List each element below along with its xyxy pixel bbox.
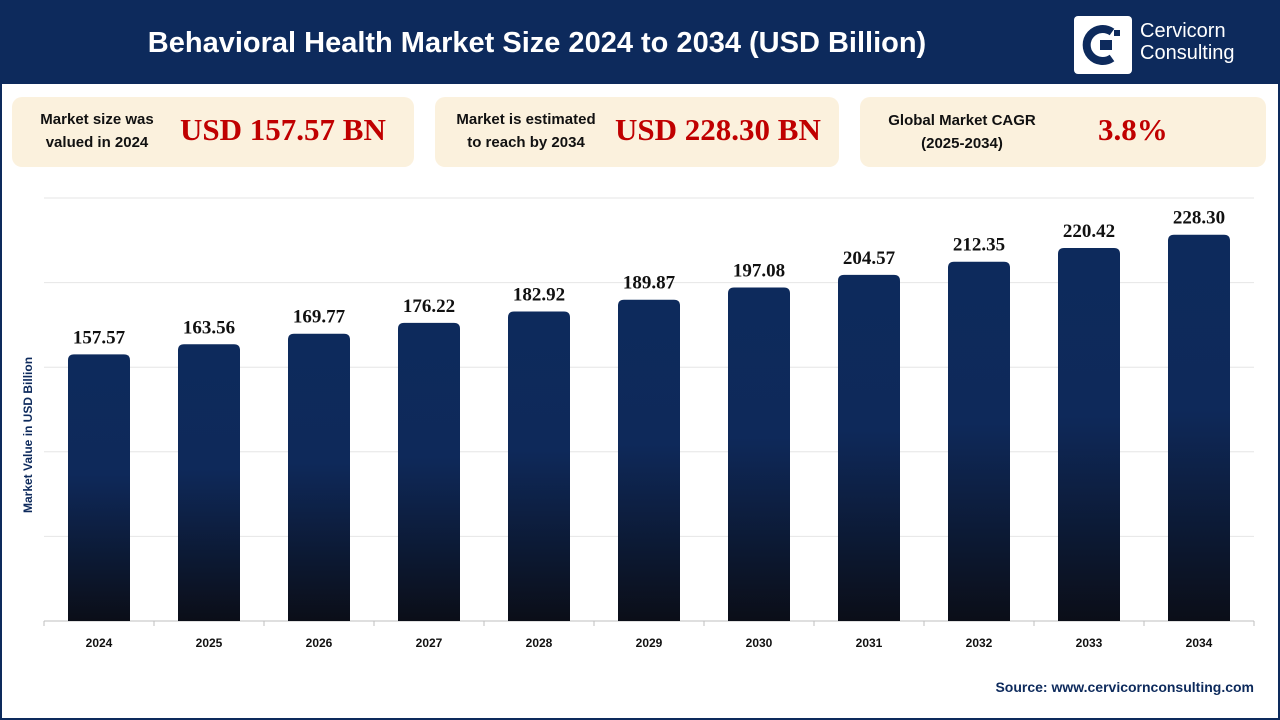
bars [68, 234, 1230, 621]
bar-2031 [838, 274, 900, 621]
bar-2026 [288, 333, 350, 621]
x-tick-2026: 2026 [306, 636, 333, 650]
bar-2028 [508, 311, 570, 621]
stat-card-2024: Market size was valued in 2024 USD 157.5… [12, 97, 414, 167]
x-tick-2034: 2034 [1186, 636, 1213, 650]
data-label-2029: 189.87 [623, 273, 676, 294]
stat-value: USD 228.30 BN [615, 112, 821, 147]
x-tick-2030: 2030 [746, 636, 773, 650]
x-tick-2031: 2031 [856, 636, 883, 650]
stat-value: USD 157.57 BN [180, 112, 386, 147]
stat-value: 3.8% [1098, 112, 1168, 147]
data-label-2027: 176.22 [403, 296, 455, 317]
x-tick-2027: 2027 [416, 636, 443, 650]
bar-2025 [178, 344, 240, 621]
data-label-2026: 169.77 [293, 307, 346, 328]
stat-label-line1: Market is estimated [456, 111, 596, 128]
stat-card-2034: Market is estimated to reach by 2034 USD… [435, 97, 839, 167]
logo-text: Cervicorn Consulting [1140, 20, 1235, 64]
logo-line-1: Cervicorn [1140, 20, 1226, 42]
stat-label-line2: to reach by 2034 [467, 134, 585, 151]
stat-label: Global Market CAGR (2025-2034) [872, 109, 1052, 155]
logo-line-2: Consulting [1140, 42, 1235, 64]
x-tick-2029: 2029 [636, 636, 663, 650]
x-tick-2025: 2025 [196, 636, 223, 650]
stat-label-line1: Market size was [40, 111, 154, 128]
y-axis-label: Market Value in USD Billion [21, 357, 35, 513]
data-label-2032: 212.35 [953, 235, 1005, 256]
bar-2034 [1168, 234, 1230, 621]
bar-2032 [948, 261, 1010, 621]
bar-2033 [1058, 248, 1120, 621]
data-label-2025: 163.56 [183, 317, 235, 338]
header-banner: Behavioral Health Market Size 2024 to 20… [2, 2, 1278, 84]
stat-card-cagr: Global Market CAGR (2025-2034) 3.8% [860, 97, 1266, 167]
source-note: Source: www.cervicornconsulting.com [995, 679, 1254, 695]
x-tick-2024: 2024 [86, 636, 113, 650]
x-tick-2028: 2028 [526, 636, 553, 650]
logo-mark [1082, 25, 1120, 65]
data-label-2031: 204.57 [843, 248, 896, 269]
bar-2024 [68, 354, 130, 621]
bar-2030 [728, 287, 790, 621]
stat-label-line2: (2025-2034) [921, 135, 1003, 152]
data-labels: 157.57 163.56 169.77 176.22 182.92 189.87 197.… [73, 208, 1225, 349]
page-title: Behavioral Health Market Size 2024 to 20… [147, 26, 927, 59]
x-tick-2033: 2033 [1076, 636, 1103, 650]
data-label-2024: 157.57 [73, 327, 126, 348]
bar-2029 [618, 299, 680, 621]
x-tick-labels: 2024 2025 2026 2027 2028 2029 2030 2031 2032 2033… [43, 621, 1255, 650]
data-label-2034: 228.30 [1173, 208, 1225, 229]
stat-label: Market size was valued in 2024 [24, 108, 170, 154]
bar-2027 [398, 322, 460, 621]
stat-label: Market is estimated to reach by 2034 [443, 108, 609, 154]
logo-icon [1074, 16, 1132, 74]
data-label-2028: 182.92 [513, 284, 565, 305]
data-label-2030: 197.08 [733, 261, 785, 282]
stat-label-line2: valued in 2024 [45, 134, 149, 151]
x-tick-2032: 2032 [966, 636, 993, 650]
stat-label-line1: Global Market CAGR [888, 112, 1036, 129]
data-label-2033: 220.42 [1063, 221, 1115, 242]
